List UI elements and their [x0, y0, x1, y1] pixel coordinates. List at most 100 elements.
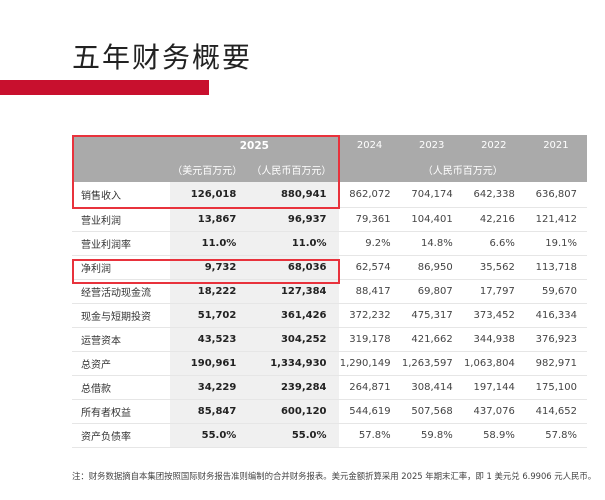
table-row: 营业利润 13,867 96,937 79,361 104,401 42,216 121,4…: [72, 207, 587, 232]
cell-2025-usd: 43,523: [170, 327, 245, 352]
row-label: 总借款: [72, 375, 171, 400]
table-row: 销售收入 126,018 880,941 862,072 704,174 642,338 6…: [72, 182, 587, 208]
cell-2024: 862,072: [338, 182, 401, 208]
row-label: 总资产: [72, 351, 171, 376]
title-accent-bar: [0, 80, 209, 95]
cell-2024: 9.2%: [338, 231, 401, 256]
header-year-2024: 2024: [338, 135, 401, 156]
cell-2021: 982,971: [524, 351, 587, 376]
cell-2023: 14.8%: [400, 231, 463, 256]
cell-2021: 113,718: [524, 255, 587, 280]
cell-2022: 17,797: [462, 279, 525, 304]
table-row: 经营活动现金流 18,222 127,384 88,417 69,807 17,797 59…: [72, 279, 587, 304]
cell-2023: 1,263,597: [400, 351, 463, 376]
cell-2022: 437,076: [462, 399, 525, 424]
cell-2022: 197,144: [462, 375, 525, 400]
cell-2025-usd: 13,867: [170, 207, 245, 232]
cell-2025-usd: 11.0%: [170, 231, 245, 256]
cell-2024: 372,232: [338, 303, 401, 328]
header-row-years: 2025 2024 2023 2022 2021: [72, 135, 587, 156]
table-row: 运营资本 43,523 304,252 319,178 421,662 344,938 37…: [72, 327, 587, 352]
table-row: 现金与短期投资 51,702 361,426 372,232 475,317 373,45…: [72, 303, 587, 328]
row-label: 销售收入: [72, 182, 171, 208]
cell-2023: 59.8%: [400, 423, 463, 448]
cell-2025-usd: 9,732: [170, 255, 245, 280]
cell-2021: 175,100: [524, 375, 587, 400]
cell-2023: 86,950: [400, 255, 463, 280]
header-unit-usd: （美元百万元）: [170, 156, 245, 182]
cell-2025-cny: 304,252: [244, 327, 339, 352]
row-label: 现金与短期投资: [72, 303, 171, 328]
header-year-2021: 2021: [524, 135, 587, 156]
table-body: 销售收入 126,018 880,941 862,072 704,174 642,338 6…: [72, 182, 587, 448]
cell-2021: 376,923: [524, 327, 587, 352]
cell-2021: 636,807: [524, 182, 587, 208]
cell-2022: 344,938: [462, 327, 525, 352]
cell-2025-usd: 34,229: [170, 375, 245, 400]
row-label: 营业利润: [72, 207, 171, 232]
cell-2021: 57.8%: [524, 423, 587, 448]
cell-2021: 121,412: [524, 207, 587, 232]
cell-2022: 42,216: [462, 207, 525, 232]
table-row: 所有者权益 85,847 600,120 544,619 507,568 437,076 4…: [72, 399, 587, 424]
table-row: 总借款 34,229 239,284 264,871 308,414 197,144 175…: [72, 375, 587, 400]
cell-2025-usd: 18,222: [170, 279, 245, 304]
cell-2024: 1,290,149: [338, 351, 401, 376]
table-row: 净利润 9,732 68,036 62,574 86,950 35,562 113,718: [72, 255, 587, 280]
cell-2025-cny: 880,941: [244, 182, 339, 208]
cell-2022: 373,452: [462, 303, 525, 328]
cell-2024: 264,871: [338, 375, 401, 400]
cell-2022: 35,562: [462, 255, 525, 280]
cell-2025-usd: 55.0%: [170, 423, 245, 448]
page-title: 五年财务概要: [72, 40, 253, 74]
cell-2025-cny: 239,284: [244, 375, 339, 400]
cell-2023: 69,807: [400, 279, 463, 304]
cell-2025-cny: 11.0%: [244, 231, 339, 256]
header-row-units: （美元百万元） （人民币百万元） （人民币百万元）: [72, 156, 587, 182]
cell-2025-usd: 190,961: [170, 351, 245, 376]
cell-2025-cny: 68,036: [244, 255, 339, 280]
cell-2021: 59,670: [524, 279, 587, 304]
cell-2025-usd: 51,702: [170, 303, 245, 328]
cell-2024: 544,619: [338, 399, 401, 424]
cell-2025-cny: 361,426: [244, 303, 339, 328]
table-row: 营业利润率 11.0% 11.0% 9.2% 14.8% 6.6% 19.1%: [72, 231, 587, 256]
header-year-2025: 2025: [170, 135, 339, 156]
row-label: 经营活动现金流: [72, 279, 171, 304]
cell-2025-cny: 127,384: [244, 279, 339, 304]
cell-2023: 421,662: [400, 327, 463, 352]
cell-2025-cny: 600,120: [244, 399, 339, 424]
table-row: 总资产 190,961 1,334,930 1,290,149 1,263,597 1,0…: [72, 351, 587, 376]
header-corner-units: [72, 156, 171, 182]
cell-2024: 57.8%: [338, 423, 401, 448]
cell-2021: 414,652: [524, 399, 587, 424]
cell-2025-usd: 126,018: [170, 182, 245, 208]
financial-summary-table: 2025 2024 2023 2022 2021 （美元百万元） （人民币百万元…: [72, 135, 587, 448]
cell-2022: 1,063,804: [462, 351, 525, 376]
cell-2023: 704,174: [400, 182, 463, 208]
row-label: 净利润: [72, 255, 171, 280]
header-year-2023: 2023: [400, 135, 463, 156]
row-label: 资产负债率: [72, 423, 171, 448]
row-label: 运营资本: [72, 327, 171, 352]
header-unit-history: （人民币百万元）: [338, 156, 587, 182]
cell-2024: 88,417: [338, 279, 401, 304]
cell-2021: 416,334: [524, 303, 587, 328]
cell-2022: 6.6%: [462, 231, 525, 256]
row-label: 所有者权益: [72, 399, 171, 424]
header-year-2022: 2022: [462, 135, 525, 156]
cell-2023: 475,317: [400, 303, 463, 328]
header-corner: [72, 135, 171, 156]
row-label: 营业利润率: [72, 231, 171, 256]
header-unit-cny: （人民币百万元）: [244, 156, 339, 182]
cell-2023: 104,401: [400, 207, 463, 232]
cell-2025-cny: 96,937: [244, 207, 339, 232]
cell-2022: 58.9%: [462, 423, 525, 448]
cell-2024: 319,178: [338, 327, 401, 352]
table-row: 资产负债率 55.0% 55.0% 57.8% 59.8% 58.9% 57.8%: [72, 423, 587, 448]
cell-2024: 62,574: [338, 255, 401, 280]
cell-2022: 642,338: [462, 182, 525, 208]
cell-2023: 507,568: [400, 399, 463, 424]
footnote: 注：财务数据摘自本集团按照国际财务报告准则编制的合并财务报表。美元金额折算采用 …: [72, 471, 597, 481]
cell-2025-cny: 1,334,930: [244, 351, 339, 376]
